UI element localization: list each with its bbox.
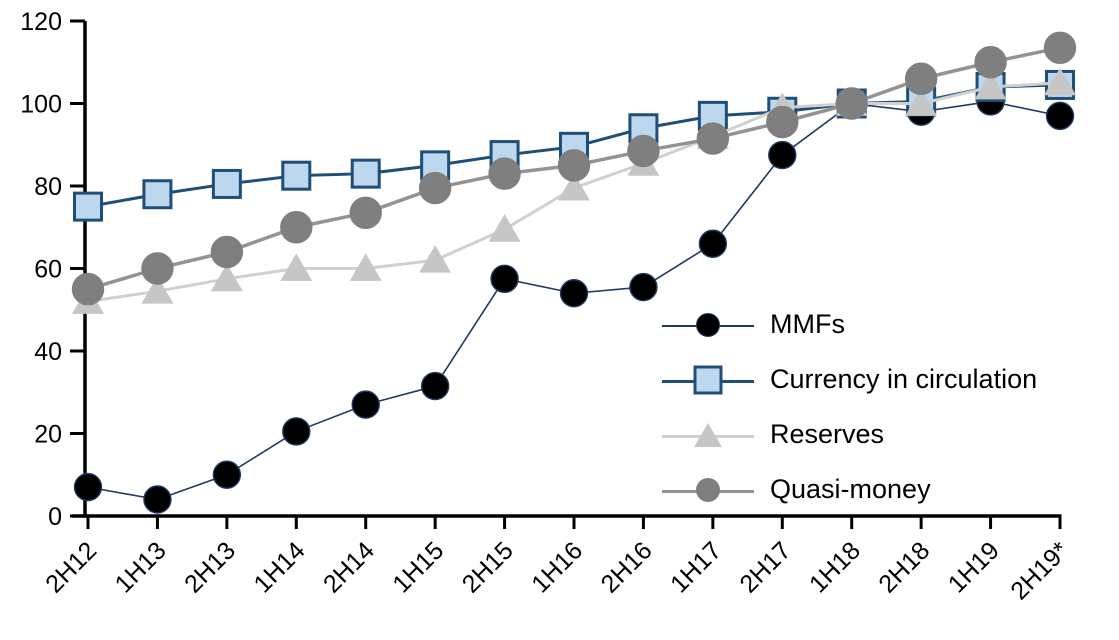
reserves-marker-icon bbox=[662, 418, 754, 452]
quasi-money-point bbox=[488, 157, 521, 190]
x-tick-label: 2H17 bbox=[734, 536, 796, 598]
quasi-money-point bbox=[418, 171, 452, 205]
x-tick-label: 2H14 bbox=[318, 536, 380, 598]
mmfs-point bbox=[212, 460, 242, 489]
mmfs-point bbox=[629, 272, 658, 302]
legend-item-quasi-money: Quasi-money bbox=[662, 462, 1037, 517]
legend-label-reserves: Reserves bbox=[770, 419, 885, 449]
mmfs-point bbox=[490, 264, 519, 294]
x-tick-label: 1H15 bbox=[387, 536, 449, 598]
x-tick-label: 2H15 bbox=[457, 536, 519, 598]
quasi-money-point bbox=[210, 235, 244, 269]
quasi-money-point bbox=[1043, 31, 1077, 65]
quasi-money-point bbox=[627, 134, 660, 168]
currency-in-circulation-point bbox=[281, 160, 312, 191]
quasi-money-point bbox=[766, 105, 799, 139]
reserves-point bbox=[905, 88, 938, 116]
x-tick-label: 2H18 bbox=[873, 536, 935, 598]
legend-label-mmfs: MMFs bbox=[770, 309, 845, 339]
currency-in-circulation-point bbox=[211, 168, 242, 199]
x-tick-label: 1H14 bbox=[248, 536, 310, 598]
currency-in-circulation-point bbox=[142, 179, 173, 210]
mmfs-point bbox=[698, 229, 728, 258]
reserves-point bbox=[1044, 67, 1076, 96]
x-tick-label: 2H13 bbox=[179, 536, 241, 598]
x-tick-label: 2H19* bbox=[1005, 536, 1074, 605]
mmfs-point bbox=[73, 472, 103, 502]
quasi-money-point bbox=[280, 211, 313, 244]
mmfs-point bbox=[420, 371, 450, 401]
x-tick-label: 1H16 bbox=[526, 536, 588, 598]
chart-legend: MMFs Currency in circulation Reserves Qu… bbox=[662, 297, 1037, 517]
y-tick-label: 60 bbox=[34, 256, 62, 284]
quasi-money-marker-icon bbox=[662, 473, 754, 507]
quasi-money-point bbox=[71, 272, 105, 306]
reserves-point bbox=[141, 276, 174, 304]
legend-item-currency: Currency in circulation bbox=[662, 352, 1037, 407]
currency-in-circulation-point bbox=[73, 191, 103, 222]
mmfs-point bbox=[559, 279, 589, 308]
quasi-money-point bbox=[696, 122, 730, 155]
legend-label-currency: Currency in circulation bbox=[770, 364, 1038, 394]
quasi-money-point bbox=[904, 62, 938, 95]
legend-label-quasi-money: Quasi-money bbox=[770, 474, 931, 504]
currency-marker-icon bbox=[662, 363, 754, 397]
y-tick-label: 80 bbox=[34, 173, 62, 201]
quasi-money-point bbox=[974, 46, 1007, 79]
mmfs-marker-icon bbox=[662, 308, 754, 342]
mmfs-point bbox=[351, 390, 380, 419]
reserves-point bbox=[419, 245, 452, 273]
legend-item-reserves: Reserves bbox=[662, 407, 1037, 462]
quasi-money-point bbox=[141, 252, 174, 285]
y-tick-label: 100 bbox=[20, 91, 62, 119]
quasi-money-point bbox=[349, 196, 382, 230]
y-tick-label: 20 bbox=[34, 421, 62, 449]
mmfs-point bbox=[143, 485, 172, 514]
x-tick-label: 1H13 bbox=[110, 536, 172, 598]
y-tick-label: 120 bbox=[20, 8, 62, 36]
reserves-point bbox=[488, 214, 521, 242]
x-tick-label: 2H12 bbox=[40, 536, 102, 598]
x-tick-label: 1H19 bbox=[943, 536, 1005, 598]
x-tick-label: 1H17 bbox=[665, 536, 727, 598]
currency-in-circulation-point bbox=[350, 158, 381, 189]
mmfs-point bbox=[1045, 101, 1075, 131]
y-tick-label: 0 bbox=[48, 503, 62, 531]
mmfs-point bbox=[768, 140, 797, 170]
x-tick-label: 2H16 bbox=[596, 536, 658, 598]
legend-item-mmfs: MMFs bbox=[662, 297, 1037, 352]
reserves-point bbox=[349, 253, 382, 281]
reserves-point bbox=[210, 263, 243, 292]
mmfs-point bbox=[282, 417, 311, 446]
x-tick-label: 1H18 bbox=[804, 536, 866, 598]
y-tick-label: 40 bbox=[34, 338, 62, 366]
reserves-point bbox=[974, 71, 1007, 100]
reserves-point bbox=[280, 253, 313, 281]
series-quasi-money bbox=[71, 31, 1077, 306]
quasi-money-point bbox=[557, 149, 591, 182]
quasi-money-point bbox=[835, 87, 868, 120]
reserves-point bbox=[558, 172, 590, 201]
